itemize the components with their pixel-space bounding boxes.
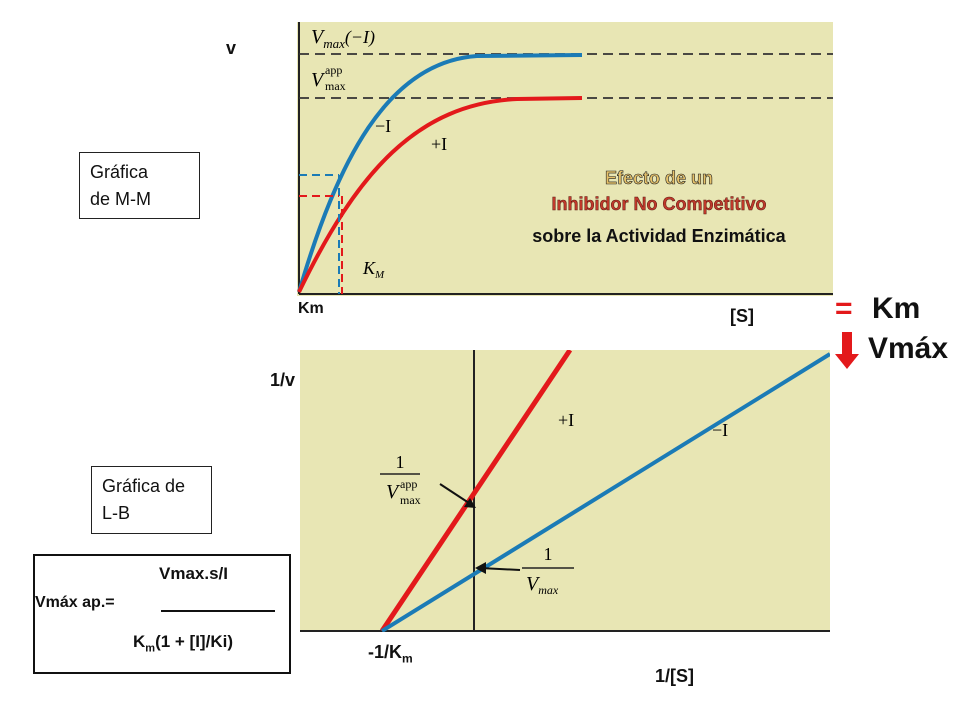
lb-graph-label-box: Gráfica de L-B [91,466,212,534]
down-arrow-icon [835,332,859,369]
lb-frac2-den: Vmax [526,573,559,597]
lb-graph-label-line2: L-B [102,503,131,523]
formula-numerator: Vmax.s/I [159,564,228,583]
mm-km-axis-label: KM [362,258,385,281]
mm-curve-plus-i [297,96,583,293]
lb-arrow1-head [464,498,476,508]
mm-vapp-sub: max [325,79,346,93]
formula-lhs: Vmáx ap.= [35,594,115,611]
lb-line-minus-label: −I [712,420,728,440]
mm-plot-svg: Vmax(−I) V app max −I +I KM Efecto de un… [297,22,833,295]
lb-arrow2-line [479,567,521,571]
lb-graph-label-line1: Gráfica de [102,476,186,496]
mm-graph-label-line2: de M-M [90,189,152,209]
mm-curve-minus-i [297,53,583,293]
formula-denominator: Km(1 + [I]/Ki) [133,632,233,655]
mm-graph-label-box: Gráfica de M-M [79,152,200,219]
mm-title-line3: sobre la Actividad Enzimática [532,226,786,246]
effect-equals: = [835,292,853,325]
mm-title-line2: Inhibidor No Competitivo [552,194,767,214]
mm-vapp-sup: app [325,63,342,77]
lb-frac1-sub: max [400,493,421,507]
formula-fraction-bar [161,610,275,612]
lb-frac1-den: V [386,481,401,503]
mm-curve-plus-label: +I [431,134,447,154]
mm-graph-label-line1: Gráfica [90,162,149,182]
lb-plot-svg: +I −I 1 V app max 1 Vmax [300,350,830,632]
mm-km-label: Km [298,300,324,317]
lb-arrow2-head [475,562,486,574]
lb-line-plus-label: +I [558,410,574,430]
effect-km: Km [872,292,921,325]
lb-frac1-num: 1 [396,452,405,472]
effect-vmax: Vmáx [868,332,949,365]
lb-frac2-num: 1 [544,544,553,564]
mm-vmax-label: Vmax(−I) [311,26,375,51]
mm-title-line1: Efecto de un [605,168,713,188]
lb-arrow1-line [439,483,473,506]
mm-x-label: [S] [730,306,754,326]
lb-y-label: 1/v [270,370,296,390]
lb-line-minus-i [380,352,830,632]
lb-frac1-sup: app [400,477,417,491]
mm-vapp-label: V [311,69,326,91]
mm-curve-minus-label: −I [375,116,391,136]
lb-line-plus-i [379,350,573,632]
formula-box: Vmax.s/I Vmáx ap.= Km(1 + [I]/Ki) [33,554,291,674]
lb-plot-area [300,350,830,632]
mm-y-label: v [226,38,237,58]
lb-neg-km-label: -1/Km [368,642,413,666]
lb-x-label: 1/[S] [655,666,695,686]
